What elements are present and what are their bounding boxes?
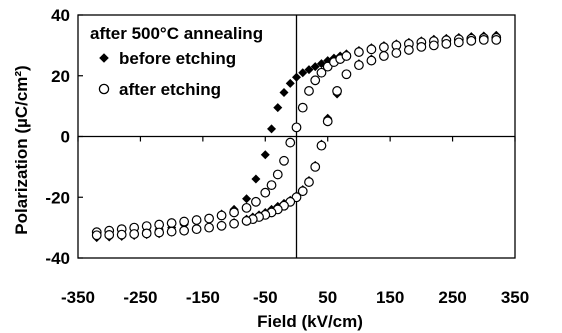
data-point-after-etching: [316, 140, 327, 151]
x-tick-label: -50: [253, 288, 278, 307]
y-tick-labels: -40 -20 0 20 40: [45, 6, 70, 268]
data-point-before-etching: [292, 72, 301, 82]
data-point-after-etching: [366, 55, 377, 66]
data-point-after-etching: [141, 228, 152, 239]
data-point-after-etching: [166, 226, 177, 237]
x-tick-label: 50: [318, 288, 337, 307]
data-point-before-etching: [260, 150, 270, 160]
data-point-after-etching: [341, 51, 352, 61]
data-point-after-etching: [341, 69, 352, 80]
y-axis-title: Polarization (µC/cm²): [12, 65, 31, 234]
data-point-after-etching: [279, 155, 289, 166]
data-point-after-etching: [272, 169, 283, 180]
data-point-after-etching: [266, 180, 277, 191]
data-point-after-etching: [310, 75, 321, 86]
data-point-after-etching: [379, 51, 389, 61]
data-point-after-etching: [241, 202, 252, 213]
data-series: [91, 30, 502, 243]
data-point-after-etching: [304, 86, 314, 96]
data-point-after-etching: [91, 230, 102, 241]
data-point-after-etching: [441, 38, 452, 49]
series-after-etching: [91, 32, 502, 241]
data-point-after-etching: [179, 225, 190, 236]
data-point-after-etching: [297, 102, 308, 113]
data-point-after-etching: [129, 229, 140, 239]
data-point-after-etching: [216, 210, 227, 221]
data-point-after-etching: [179, 216, 190, 227]
legend-marker-before-etching: [99, 53, 109, 63]
data-point-after-etching: [241, 216, 252, 226]
x-tick-label: 250: [438, 288, 466, 307]
data-point-after-etching: [466, 35, 477, 46]
legend-marker-after-etching: [98, 83, 110, 95]
x-tick-label: -350: [61, 288, 95, 307]
data-point-before-etching: [273, 103, 283, 113]
data-point-after-etching: [116, 229, 127, 240]
x-tick-label: 350: [501, 288, 529, 307]
data-point-after-etching: [297, 186, 308, 197]
data-point-after-etching: [291, 122, 302, 133]
data-point-after-etching: [332, 86, 342, 96]
y-tick-label: -40: [45, 249, 70, 268]
data-point-before-etching: [298, 68, 308, 78]
y-tick-label: 20: [51, 67, 70, 86]
data-point-after-etching: [478, 35, 489, 45]
data-point-after-etching: [428, 40, 439, 51]
data-point-after-etching: [191, 215, 202, 225]
data-point-after-etching: [154, 227, 165, 238]
data-point-after-etching: [260, 187, 271, 198]
data-point-after-etching: [310, 161, 321, 172]
data-point-after-etching: [304, 177, 314, 187]
data-point-before-etching: [279, 87, 289, 97]
x-tick-label: 150: [376, 288, 404, 307]
data-point-after-etching: [204, 222, 215, 233]
data-point-before-etching: [251, 174, 261, 184]
data-point-after-etching: [403, 45, 414, 55]
data-point-after-etching: [453, 37, 464, 48]
legend: after 500°C annealing before etching aft…: [90, 24, 263, 99]
legend-label-after-etching: after etching: [119, 80, 221, 99]
data-point-before-etching: [285, 78, 295, 88]
data-point-after-etching: [251, 196, 261, 207]
data-point-after-etching: [322, 116, 333, 127]
y-tick-label: 40: [51, 6, 70, 25]
data-point-after-etching: [229, 218, 239, 229]
y-tick-label: -20: [45, 188, 70, 207]
legend-label-before-etching: before etching: [119, 49, 236, 68]
data-point-after-etching: [491, 35, 502, 45]
data-point-after-etching: [191, 224, 202, 235]
data-point-after-etching: [366, 44, 377, 55]
data-point-after-etching: [216, 220, 227, 231]
data-point-after-etching: [104, 230, 115, 240]
axis-ticks: [77, 14, 516, 259]
data-point-after-etching: [354, 47, 364, 57]
x-axis-title: Field (kV/cm): [257, 312, 363, 331]
data-point-before-etching: [267, 124, 277, 134]
data-point-after-etching: [285, 137, 296, 148]
y-tick-label: 0: [61, 128, 70, 147]
legend-title: after 500°C annealing: [90, 24, 263, 43]
data-point-after-etching: [204, 213, 215, 224]
data-point-before-etching: [304, 65, 314, 75]
data-point-after-etching: [379, 42, 389, 53]
x-tick-label: -150: [186, 288, 220, 307]
data-point-before-etching: [242, 194, 252, 204]
x-tick-label: -250: [123, 288, 157, 307]
data-point-after-etching: [416, 41, 427, 52]
data-point-after-etching: [316, 67, 327, 78]
data-point-after-etching: [391, 48, 402, 58]
data-point-after-etching: [229, 207, 239, 218]
x-tick-labels: -350 -250 -150 -50 50 150 250 350: [61, 288, 529, 307]
data-point-after-etching: [354, 60, 364, 71]
data-point-after-etching: [166, 218, 177, 228]
data-point-before-etching: [310, 62, 320, 72]
